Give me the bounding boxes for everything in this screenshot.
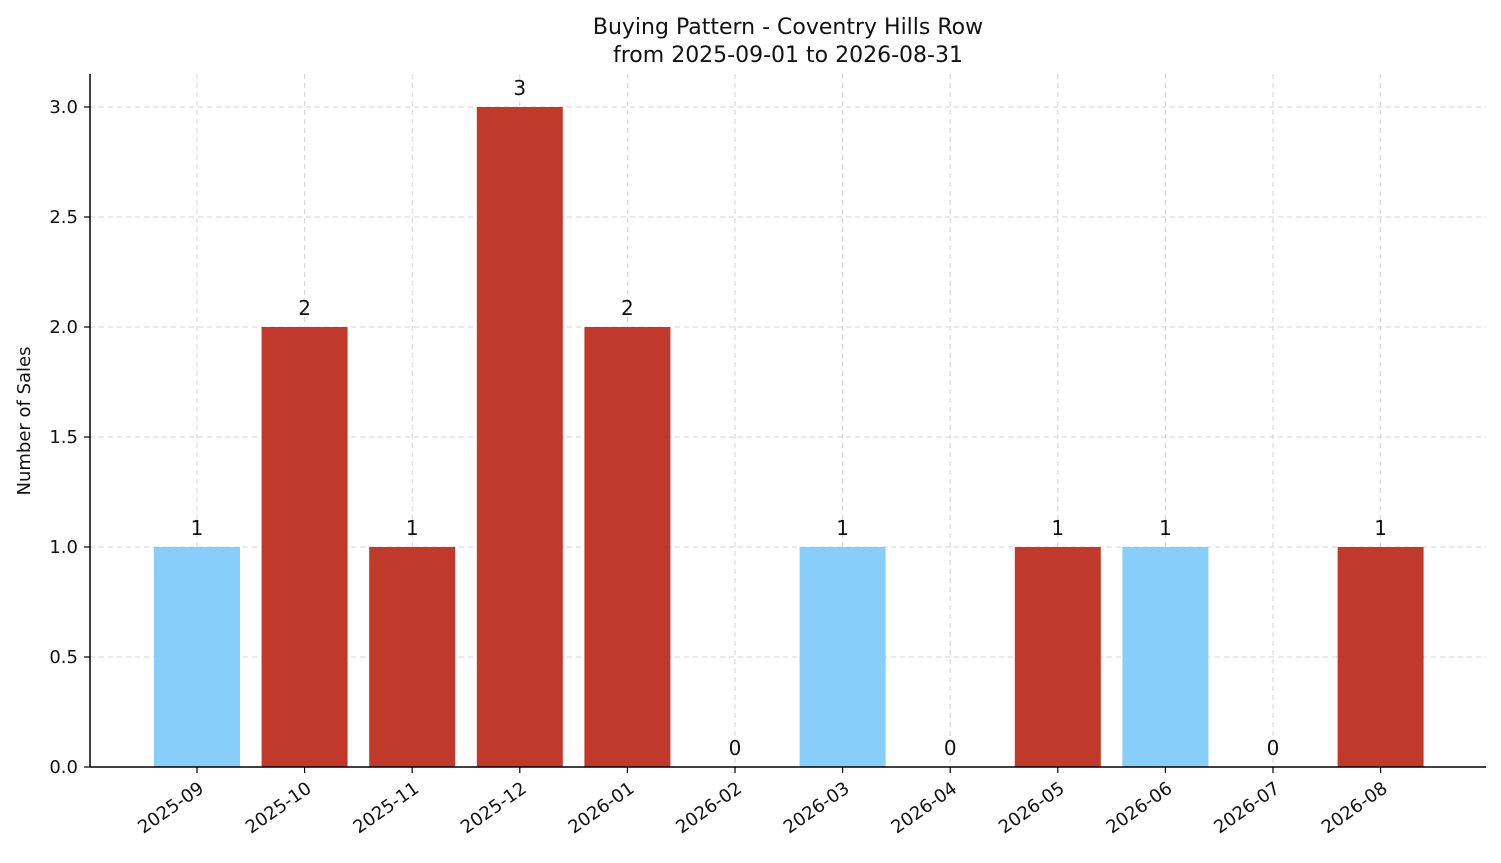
bar-2026-01 [584, 327, 671, 767]
x-tick-label-2025-10: 2025-10 [242, 778, 316, 838]
y-tick-label: 2.0 [49, 317, 78, 338]
x-tick-label-2026-01: 2026-01 [565, 778, 639, 838]
data-label-2026-04: 0 [944, 736, 957, 760]
data-label-2025-09: 1 [191, 516, 204, 540]
x-tick-label-2026-03: 2026-03 [780, 778, 854, 838]
data-label-2026-01: 2 [621, 296, 634, 320]
y-tick-label: 0.0 [49, 757, 78, 778]
bar-2026-05 [1014, 547, 1101, 767]
chart-title: Buying Pattern - Coventry Hills Row [593, 15, 983, 40]
y-tick-label: 1.0 [49, 537, 78, 558]
axes [84, 74, 1486, 773]
bar-2026-08 [1337, 547, 1424, 767]
bar-2025-10 [261, 327, 348, 767]
y-tick-label: 1.5 [49, 427, 78, 448]
bars [154, 107, 1424, 767]
x-tick-label-2026-04: 2026-04 [887, 778, 961, 838]
bar-2025-11 [369, 547, 456, 767]
data-label-2025-12: 3 [513, 76, 526, 100]
data-label-2026-08: 1 [1374, 516, 1387, 540]
y-tick-label: 2.5 [49, 207, 78, 228]
bar-2026-06 [1122, 547, 1209, 767]
bar-2025-09 [154, 547, 240, 767]
data-label-2026-02: 0 [729, 736, 742, 760]
y-axis-label: Number of Sales [14, 346, 35, 495]
x-tick-label-2025-09: 2025-09 [134, 778, 208, 838]
y-tick-label: 0.5 [49, 647, 78, 668]
data-label-2025-11: 1 [406, 516, 419, 540]
data-label-2026-03: 1 [836, 516, 849, 540]
x-tick-label-2025-12: 2025-12 [457, 778, 531, 838]
data-label-2026-07: 0 [1267, 736, 1280, 760]
x-tick-label-2026-02: 2026-02 [672, 778, 746, 838]
x-tick-label-2026-05: 2026-05 [995, 778, 1069, 838]
data-label-2026-05: 1 [1051, 516, 1064, 540]
x-tick-label-2026-06: 2026-06 [1103, 778, 1177, 838]
y-tick-label: 3.0 [49, 97, 78, 118]
x-tick-label-2026-07: 2026-07 [1210, 778, 1284, 838]
chart-subtitle: from 2025-09-01 to 2026-08-31 [613, 43, 963, 68]
x-tick-label-2026-08: 2026-08 [1318, 778, 1392, 838]
bar-2025-12 [476, 107, 563, 767]
data-label-2025-10: 2 [298, 296, 311, 320]
bar-2026-03 [799, 547, 886, 767]
data-label-2026-06: 1 [1159, 516, 1172, 540]
x-tick-label-2025-11: 2025-11 [349, 778, 423, 838]
